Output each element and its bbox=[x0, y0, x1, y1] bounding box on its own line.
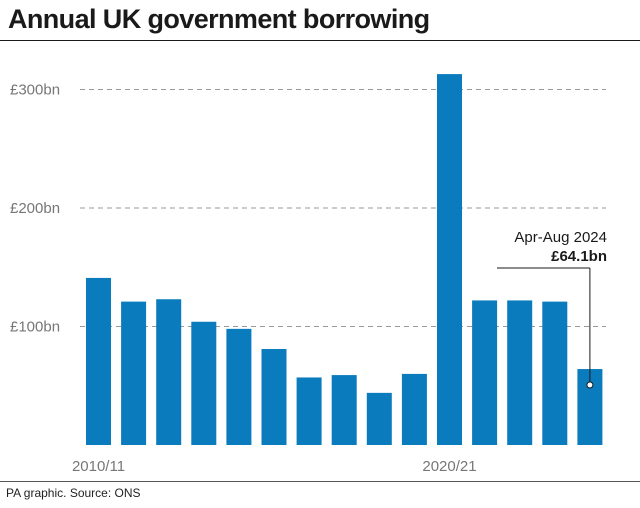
x-tick-label-0: 2010/11 bbox=[72, 458, 125, 475]
bar-10 bbox=[437, 74, 462, 445]
annotation-period: Apr-Aug 2024 bbox=[514, 229, 607, 246]
bar-8 bbox=[366, 392, 392, 445]
bar-7 bbox=[331, 375, 357, 445]
bar-0 bbox=[86, 277, 111, 445]
bar-9 bbox=[401, 373, 427, 445]
bar-3 bbox=[191, 321, 217, 445]
footer-divider bbox=[0, 481, 640, 482]
bar-5 bbox=[261, 349, 287, 445]
x-axis-labels: 2010/11 2020/21 bbox=[72, 458, 477, 475]
bar-6 bbox=[296, 377, 322, 445]
chart-title: Annual UK government borrowing bbox=[8, 4, 430, 34]
y-tick-label-100: £100bn bbox=[10, 319, 60, 336]
bar-13 bbox=[542, 301, 568, 445]
y-tick-label-300: £300bn bbox=[10, 82, 60, 99]
bars bbox=[86, 74, 603, 445]
annotation: Apr-Aug 2024 £64.1bn bbox=[497, 229, 607, 389]
annotation-marker bbox=[586, 381, 594, 389]
bar-2 bbox=[156, 299, 182, 445]
bar-4 bbox=[226, 328, 252, 445]
title-divider bbox=[0, 40, 640, 41]
gridlines: £100bn £200bn £300bn bbox=[10, 82, 606, 336]
x-tick-label-10: 2020/21 bbox=[422, 458, 476, 475]
bar-12 bbox=[507, 300, 533, 445]
y-tick-label-200: £200bn bbox=[10, 200, 60, 217]
annotation-value: £64.1bn bbox=[551, 248, 607, 265]
source-note: PA graphic. Source: ONS bbox=[6, 486, 141, 500]
bar-1 bbox=[121, 301, 147, 445]
bar-11 bbox=[472, 300, 498, 445]
